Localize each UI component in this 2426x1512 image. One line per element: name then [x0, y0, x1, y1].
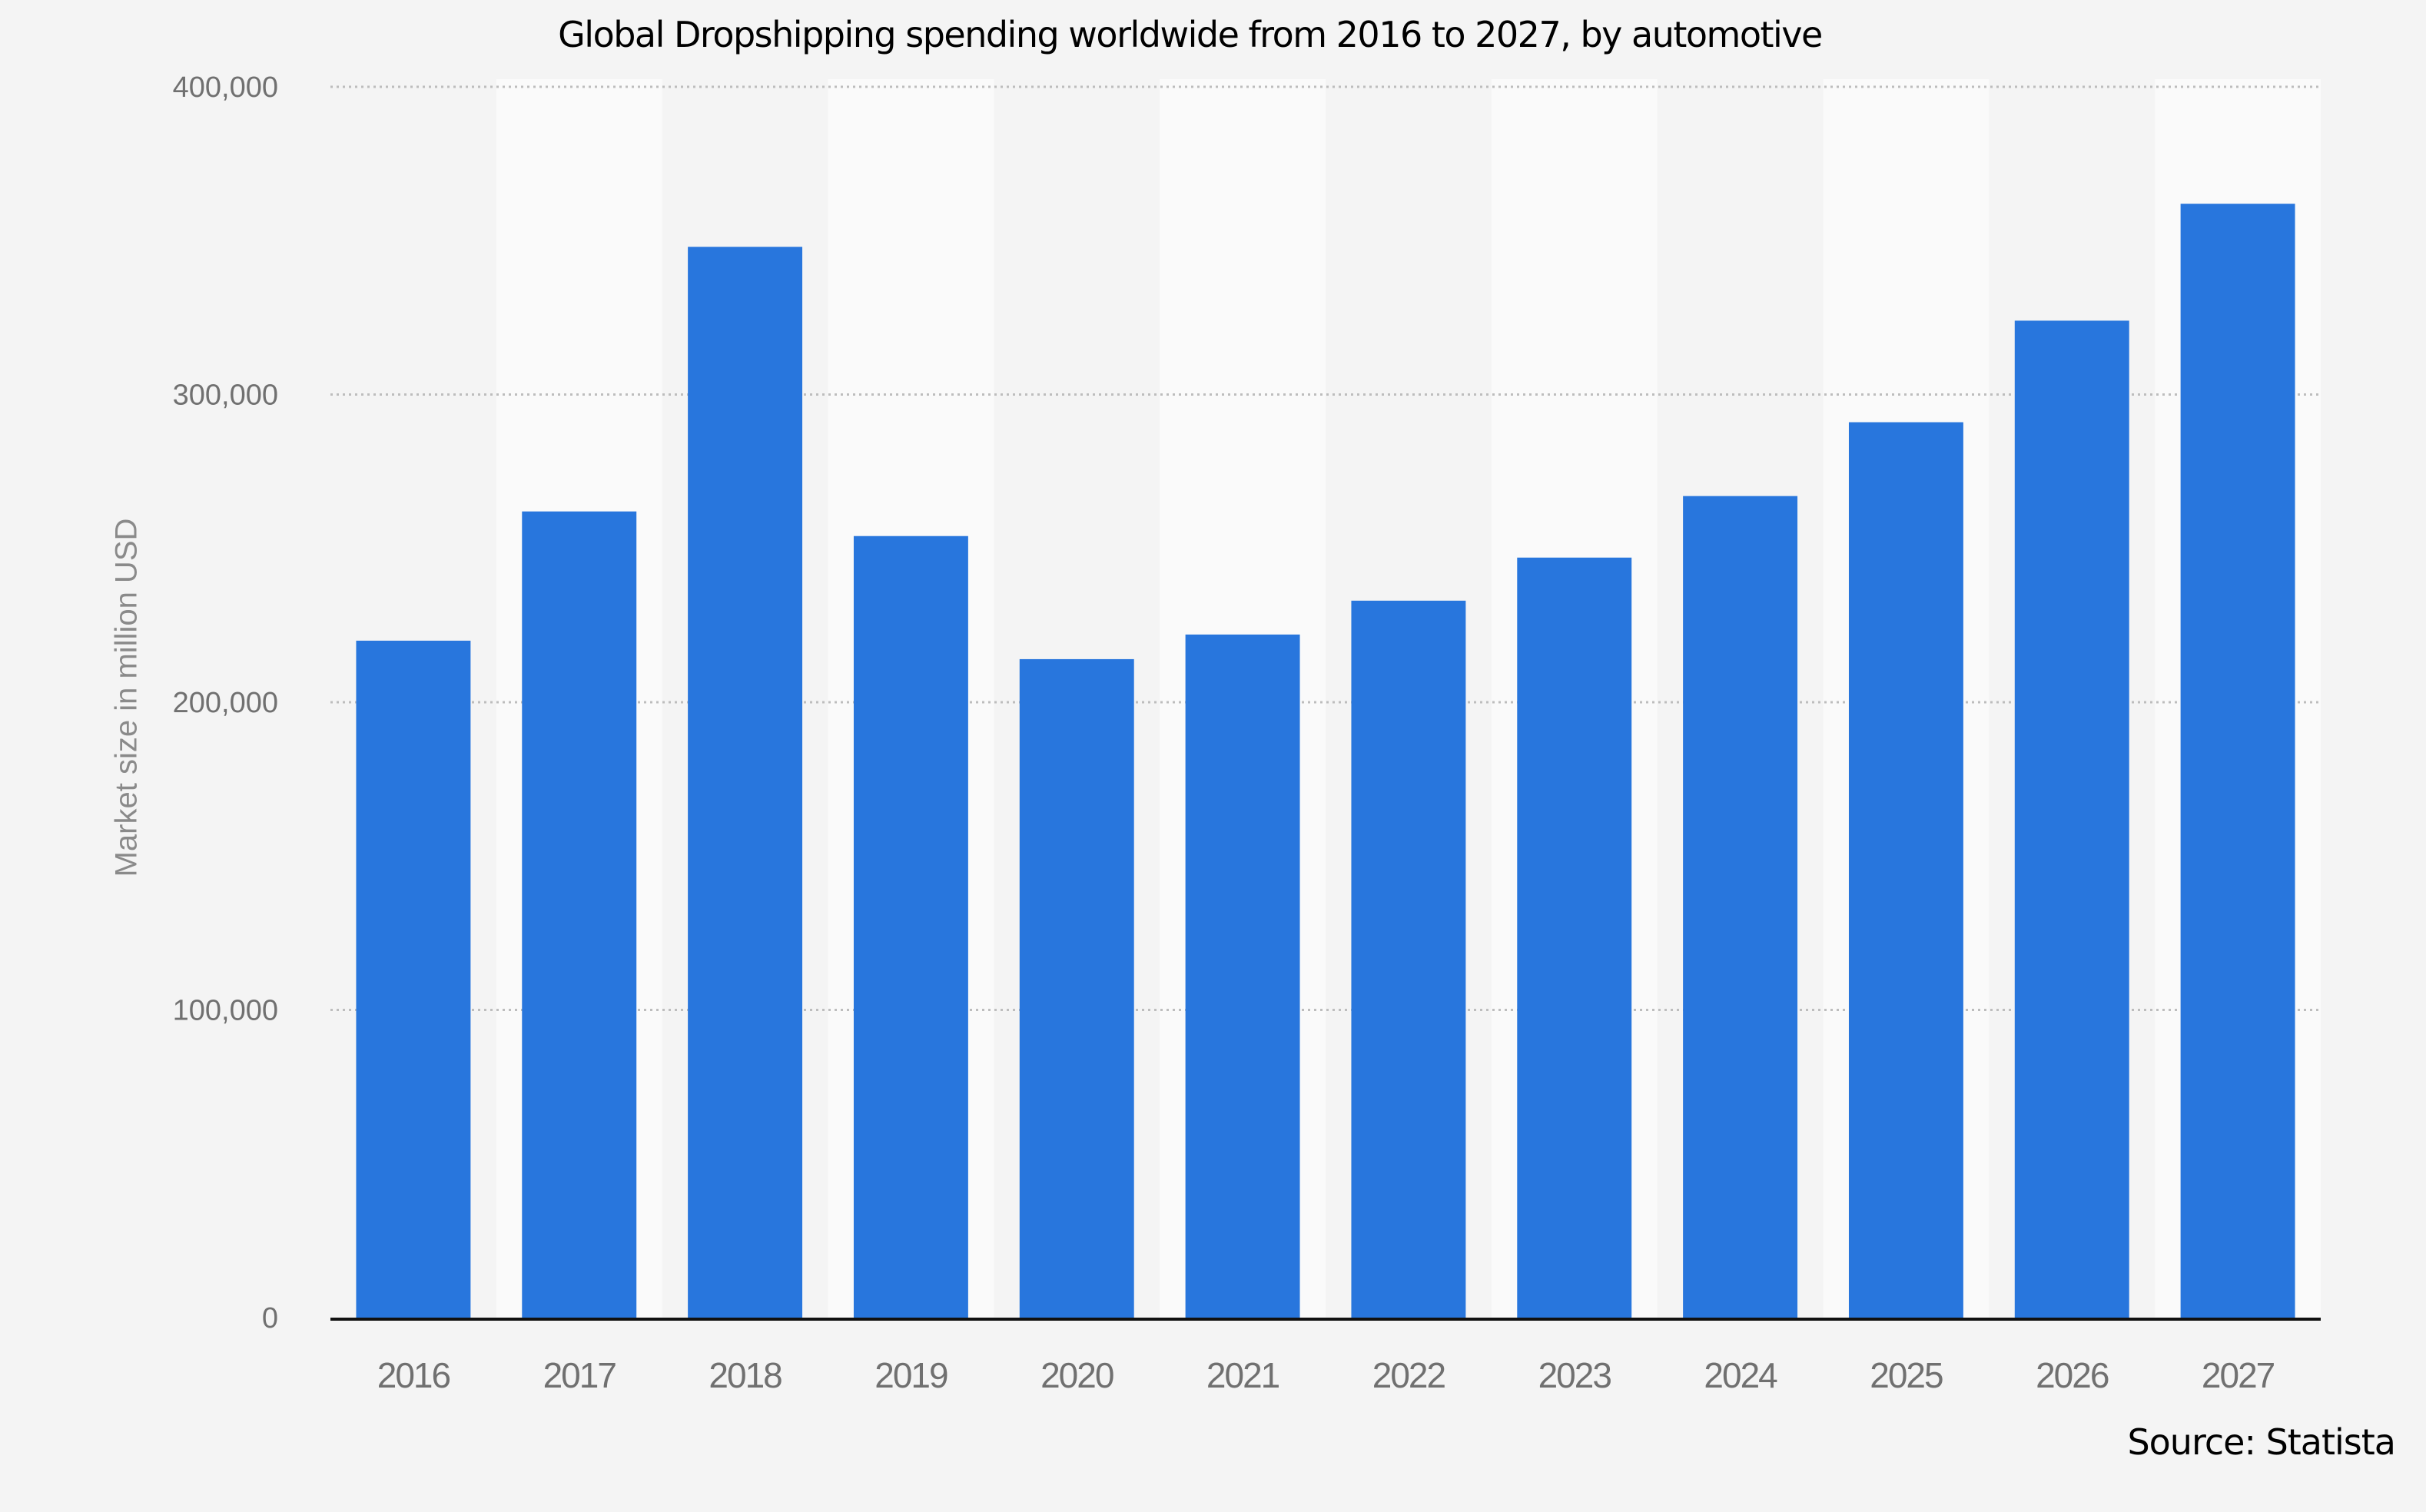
x-tick-label: 2024 — [1704, 1355, 1777, 1395]
y-tick-label: 200,000 — [173, 687, 278, 719]
bar-2025 — [1848, 422, 1963, 1318]
y-tick-labels: 0 100,000 200,000 300,000 400,000 — [173, 71, 278, 1335]
bar-2023 — [1517, 557, 1632, 1318]
bar-2021 — [1185, 634, 1300, 1318]
bar-2017 — [522, 511, 637, 1318]
x-tick-label: 2017 — [543, 1355, 616, 1395]
y-tick-label: 0 — [262, 1302, 278, 1335]
x-tick-label: 2016 — [377, 1355, 450, 1395]
x-tick-label: 2023 — [1538, 1355, 1611, 1395]
bar-2024 — [1683, 496, 1798, 1318]
x-tick-label: 2021 — [1206, 1355, 1279, 1395]
source-note: Source: Statista — [2127, 1421, 2396, 1463]
x-tick-label: 2020 — [1040, 1355, 1113, 1395]
bar-2019 — [853, 536, 968, 1318]
bar-2020 — [1019, 658, 1134, 1318]
y-tick-label: 100,000 — [173, 995, 278, 1027]
bar-2026 — [2014, 320, 2129, 1318]
bar-2016 — [356, 640, 471, 1318]
bar-2022 — [1351, 600, 1466, 1318]
bars — [356, 204, 2295, 1318]
x-tick-label: 2027 — [2202, 1355, 2275, 1395]
x-tick-label: 2022 — [1372, 1355, 1445, 1395]
x-tick-label: 2026 — [2036, 1355, 2109, 1395]
x-tick-label: 2019 — [874, 1355, 948, 1395]
x-tick-label: 2018 — [709, 1355, 782, 1395]
x-tick-labels: 2016 2017 2018 2019 2020 2021 2022 2023 2024 2025… — [377, 1355, 2276, 1395]
chart-title: Global Dropshipping spending worldwide f… — [558, 14, 1823, 55]
y-tick-label: 400,000 — [173, 71, 278, 104]
y-tick-label: 300,000 — [173, 380, 278, 412]
bar-2027 — [2180, 204, 2295, 1318]
bar-2018 — [688, 247, 803, 1318]
y-axis-label: Market size in million USD — [109, 518, 144, 877]
x-tick-label: 2025 — [1870, 1355, 1943, 1395]
